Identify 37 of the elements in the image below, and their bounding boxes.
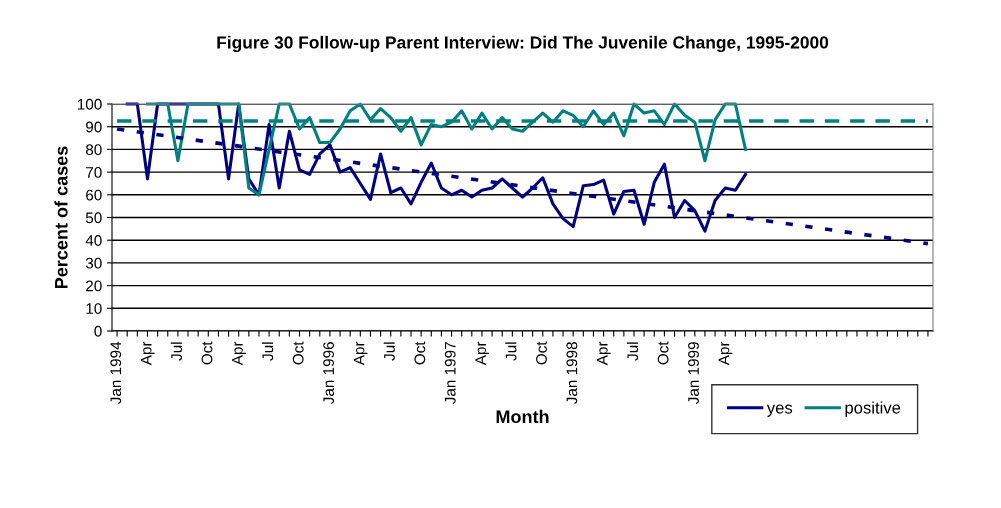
y-tick-label: 100 (77, 98, 102, 110)
x-tick-label: Apr (353, 341, 368, 366)
y-axis-title: Percent of cases (54, 146, 68, 289)
x-tick-label: Jan 1999 (688, 342, 699, 405)
x-tick-label: Oct (536, 341, 547, 365)
x-tick-label: Apr (232, 341, 246, 366)
x-tick-label: Jan 1996 (323, 342, 335, 405)
x-axis-title: Month (496, 409, 549, 424)
legend-label: yes (766, 404, 793, 417)
x-tick-label: Jul (383, 342, 395, 361)
x-tick-label: Jan 1997 (444, 342, 456, 405)
x-tick-label: Apr (475, 341, 490, 366)
x-tick-label: Oct (201, 341, 213, 365)
x-tick-label: Oct (657, 341, 669, 365)
x-tick-label: Apr (140, 341, 155, 366)
x-tick-label: Jan 1998 (566, 342, 578, 405)
x-tick-label: Jul (505, 342, 517, 361)
x-tick-label: Oct (292, 341, 304, 365)
x-tick-label: Jan 1994 (110, 341, 122, 405)
y-tick-label: 20 (86, 280, 102, 292)
chart-title: Figure 30 Follow-up Parent Interview: Did The Juvenile Change, 1995-2000 (217, 35, 829, 53)
x-tick-label: Apr (597, 341, 611, 366)
y-tick-label: 60 (86, 189, 102, 201)
y-tick-label: 30 (85, 257, 102, 269)
y-tick-label: 80 (85, 144, 102, 156)
y-tick-label: 70 (86, 166, 102, 178)
x-tick-label: Apr (718, 341, 733, 366)
y-tick-label: 10 (86, 303, 102, 314)
y-tick-label: 90 (86, 121, 102, 133)
y-tick-label: 40 (85, 235, 102, 246)
x-tick-label: Jul (626, 342, 639, 361)
x-tick-label: Oct (414, 341, 426, 365)
legend-label: positive (845, 401, 901, 417)
y-tick-label: 0 (94, 325, 102, 337)
x-tick-label: Jul (170, 342, 182, 361)
y-tick-label: 50 (85, 212, 102, 224)
x-tick-label: Jul (261, 342, 274, 361)
